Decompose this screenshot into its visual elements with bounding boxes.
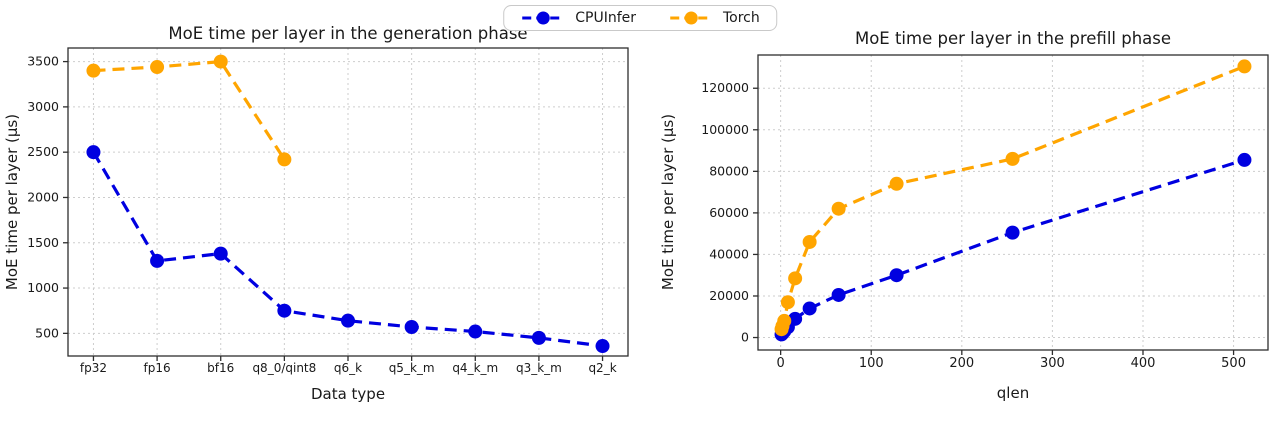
svg-text:60000: 60000 (709, 205, 749, 220)
generation-plot-area: 500 1000 1500 2000 2500 3000 3500 fp32 fp16 bf16 q… (27, 47, 629, 375)
svg-text:20000: 20000 (709, 288, 749, 303)
svg-text:q3_k_m: q3_k_m (516, 361, 562, 375)
generation-chart-xlabel: Data type (311, 385, 385, 403)
prefill-chart-title: MoE time per layer in the prefill phase (855, 29, 1171, 48)
svg-text:0: 0 (741, 330, 749, 345)
prefill-plot-area: 0 20000 40000 60000 80000 100000 120000 0 100 200… (701, 54, 1269, 371)
svg-text:100: 100 (859, 356, 884, 371)
generation-chart-title: MoE time per layer in the generation pha… (168, 24, 527, 43)
legend-label-torch: Torch (723, 10, 760, 26)
svg-text:400: 400 (1131, 356, 1156, 371)
legend: CPUInfer Torch (503, 5, 777, 31)
legend-item-cpuinfer: CPUInfer (520, 10, 636, 26)
svg-text:q5_k_m: q5_k_m (389, 361, 435, 375)
svg-text:500: 500 (35, 325, 59, 340)
svg-text:40000: 40000 (709, 246, 749, 261)
svg-text:100000: 100000 (701, 122, 749, 137)
prefill-phase-chart: 0 20000 40000 60000 80000 100000 120000 0 100 200… (660, 29, 1269, 402)
legend-marker-cpuinfer-icon (522, 11, 565, 25)
svg-text:500: 500 (1221, 356, 1246, 371)
svg-text:1500: 1500 (27, 235, 59, 250)
prefill-chart-ylabel: MoE time per layer (µs) (660, 114, 677, 290)
svg-text:200: 200 (949, 356, 974, 371)
svg-text:3500: 3500 (27, 54, 59, 69)
svg-text:2500: 2500 (27, 144, 59, 159)
svg-text:300: 300 (1040, 356, 1065, 371)
legend-label-cpuinfer: CPUInfer (575, 10, 636, 26)
prefill-chart-xlabel: qlen (997, 384, 1029, 402)
svg-text:120000: 120000 (701, 80, 749, 95)
svg-text:q2_k: q2_k (588, 361, 616, 375)
svg-text:q8_0/qint8: q8_0/qint8 (252, 361, 316, 375)
legend-item-torch: Torch (668, 10, 760, 26)
generation-chart-ylabel: MoE time per layer (µs) (3, 114, 21, 290)
svg-text:0: 0 (777, 356, 785, 371)
svg-text:80000: 80000 (709, 163, 749, 178)
svg-text:2000: 2000 (27, 189, 59, 204)
svg-text:fp32: fp32 (80, 361, 107, 375)
svg-text:3000: 3000 (27, 99, 59, 114)
svg-text:q4_k_m: q4_k_m (452, 361, 498, 375)
svg-text:bf16: bf16 (207, 361, 234, 375)
svg-text:1000: 1000 (27, 280, 59, 295)
svg-text:q6_k: q6_k (334, 361, 362, 375)
generation-phase-chart: 500 1000 1500 2000 2500 3000 3500 fp32 fp16 bf16 q… (3, 24, 629, 403)
legend-marker-torch-icon (670, 11, 712, 25)
svg-text:fp16: fp16 (144, 361, 171, 375)
